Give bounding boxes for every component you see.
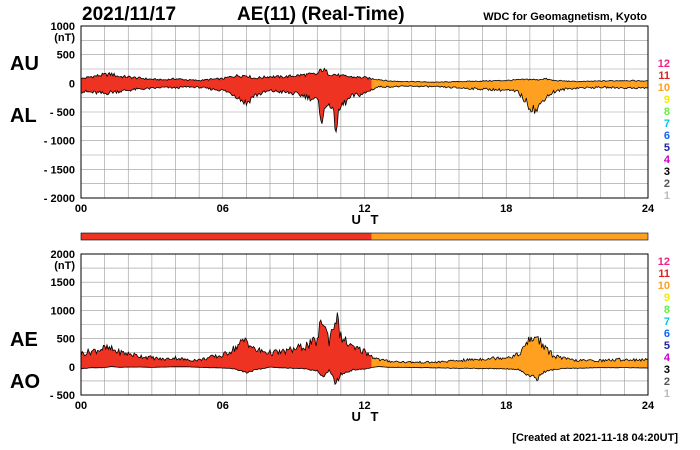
- legend-level-5: 5: [664, 340, 670, 352]
- legend-level-4: 4: [664, 352, 671, 364]
- station-bar-early: [81, 233, 372, 240]
- y-tick-label: 0: [69, 362, 75, 374]
- unit-label: (nT): [54, 32, 75, 44]
- y-tick-label: 1000: [51, 21, 75, 33]
- date-label: 2021/11/17: [82, 4, 177, 25]
- legend-level-12: 12: [658, 58, 670, 70]
- legend-level-3: 3: [664, 166, 670, 178]
- x-axis-label: U T: [352, 409, 382, 424]
- legend-level-10: 10: [658, 82, 670, 94]
- y-tick-label: - 500: [50, 107, 75, 119]
- x-tick-label: 24: [642, 203, 655, 215]
- y-tick-label: - 1000: [44, 136, 75, 148]
- x-tick-label: 06: [217, 400, 229, 412]
- x-tick-label: 06: [217, 203, 229, 215]
- legend-level-2: 2: [664, 178, 670, 190]
- y-tick-label: 500: [57, 334, 75, 346]
- series-line-ao: [80, 366, 649, 386]
- x-tick-label: 00: [75, 203, 87, 215]
- legend-level-1: 1: [664, 190, 670, 202]
- x-tick-label: 24: [642, 400, 655, 412]
- plot-frame: [80, 253, 649, 396]
- legend-level-5: 5: [664, 142, 670, 154]
- legend-level-12: 12: [658, 256, 670, 268]
- x-tick-label: 12: [358, 203, 370, 215]
- legend-level-6: 6: [664, 328, 670, 340]
- y-tick-label: 500: [57, 50, 75, 62]
- area-au-al-early: [81, 68, 372, 132]
- legend-level-8: 8: [664, 106, 670, 118]
- legend-level-9: 9: [664, 292, 670, 304]
- series-line-ae: [80, 312, 649, 364]
- station-bar-late: [371, 233, 648, 240]
- x-tick-label: 18: [500, 203, 512, 215]
- legend-level-3: 3: [664, 364, 670, 376]
- x-tick-label: 12: [358, 400, 370, 412]
- y-tick-label: - 500: [50, 390, 75, 402]
- legend-level-1: 1: [664, 388, 670, 400]
- series-line-au: [80, 67, 649, 83]
- legend-level-7: 7: [664, 118, 670, 130]
- series-label-ao: AO: [10, 371, 40, 393]
- legend-level-11: 11: [658, 268, 670, 280]
- y-tick-label: - 2000: [44, 193, 75, 205]
- chart-title: AE(11) (Real-Time): [237, 4, 405, 25]
- unit-label: (nT): [54, 260, 75, 272]
- x-axis-label: U T: [352, 212, 382, 227]
- x-tick-label: 00: [75, 400, 87, 412]
- y-tick-label: - 1500: [44, 164, 75, 176]
- legend-level-9: 9: [664, 94, 670, 106]
- legend-level-11: 11: [658, 70, 670, 82]
- plot-frame: [80, 25, 649, 199]
- area-au-al-late: [371, 78, 648, 114]
- station-bar-frame: [80, 232, 649, 241]
- created-timestamp: [Created at 2021-11-18 04:20UT]: [512, 432, 678, 444]
- legend-level-4: 4: [664, 154, 671, 166]
- area-ae-ao-late: [371, 336, 648, 381]
- y-tick-label: 1000: [51, 305, 75, 317]
- y-tick-label: 1500: [51, 277, 75, 289]
- series-label-ae: AE: [10, 329, 38, 351]
- y-tick-label: 0: [69, 78, 75, 90]
- x-tick-label: 18: [500, 400, 512, 412]
- series-line-al: [81, 85, 649, 134]
- source-label: WDC for Geomagnetism, Kyoto: [483, 11, 647, 23]
- legend-level-2: 2: [664, 376, 670, 388]
- area-ae-ao-early: [81, 312, 372, 385]
- y-tick-label: 2000: [51, 249, 75, 261]
- legend-level-8: 8: [664, 304, 670, 316]
- legend-level-7: 7: [664, 316, 670, 328]
- series-label-au: AU: [10, 53, 39, 75]
- legend-level-10: 10: [658, 280, 670, 292]
- legend-level-6: 6: [664, 130, 670, 142]
- series-label-al: AL: [10, 105, 37, 127]
